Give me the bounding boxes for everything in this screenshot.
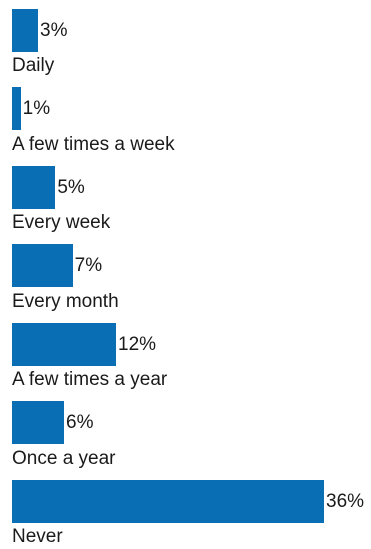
bar [12,87,21,130]
bar-row: 5% Every week [12,165,367,235]
bar [12,244,73,287]
category-label: Never [12,526,63,547]
bar-line: 6% [12,401,93,445]
bar-line: 3% [12,8,67,52]
bar [12,322,116,366]
bar-row: 6% Once a year [12,401,367,471]
bar-line: 7% [12,244,102,288]
bar-row: 12% A few times a year [12,322,367,392]
category-label: A few times a year [12,369,168,390]
bar-row: 1% A few times a week [12,87,367,157]
category-label: Every week [12,212,111,233]
bar-line: 36% [12,479,364,523]
bar-line: 12% [12,322,156,366]
bar-line: 5% [12,165,85,209]
category-label: A few times a week [12,133,175,155]
bar [12,8,38,52]
category-label: Once a year [12,447,116,469]
bar-row: 7% Every month [12,244,367,314]
value-label: 1% [22,98,51,119]
bar-row: 36% Never [12,479,367,549]
value-label: 12% [118,333,157,355]
value-label: 5% [57,176,85,198]
bar [12,401,64,444]
category-label: Every month [12,290,119,312]
bar [12,479,324,523]
value-label: 3% [40,19,68,41]
category-label: Daily [12,55,55,76]
value-label: 7% [74,255,103,276]
value-label: 6% [66,412,94,433]
bar [12,165,56,209]
value-label: 36% [326,490,365,512]
bar-row: 3% Daily [12,8,367,78]
bar-line: 1% [12,87,50,131]
